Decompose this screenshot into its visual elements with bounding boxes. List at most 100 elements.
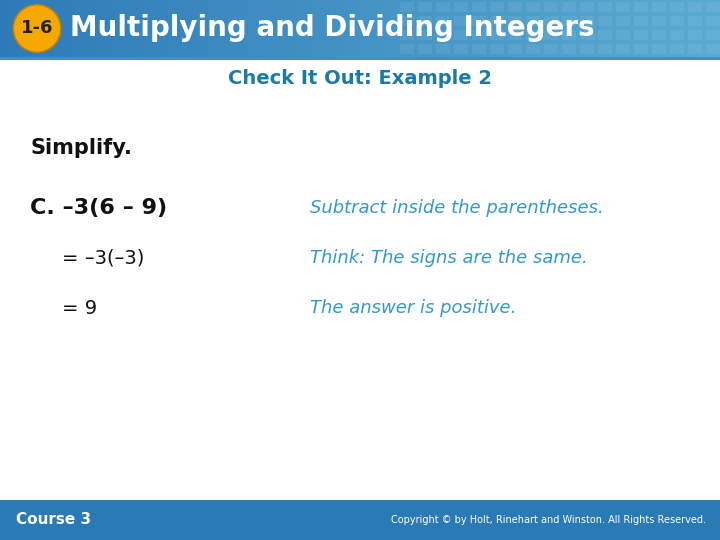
Bar <box>562 30 576 40</box>
Bar <box>580 30 594 40</box>
Bar <box>544 16 558 26</box>
Bar <box>108 0 115 57</box>
Bar <box>582 0 589 57</box>
Bar <box>580 44 594 54</box>
Bar <box>616 44 630 54</box>
Bar <box>300 0 307 57</box>
Bar <box>534 0 541 57</box>
Bar <box>436 16 450 26</box>
Bar <box>228 0 235 57</box>
Bar <box>528 0 535 57</box>
Bar <box>174 0 181 57</box>
Bar <box>544 30 558 40</box>
Bar <box>378 0 385 57</box>
Bar <box>360 0 367 57</box>
Bar <box>120 0 127 57</box>
Bar <box>0 57 720 60</box>
Bar <box>306 0 313 57</box>
Text: Check It Out: Example 2: Check It Out: Example 2 <box>228 69 492 87</box>
Bar <box>526 30 540 40</box>
Bar <box>634 30 648 40</box>
Bar <box>354 0 361 57</box>
Bar <box>66 0 73 57</box>
Bar <box>636 0 643 57</box>
Bar <box>634 16 648 26</box>
Bar <box>708 0 715 57</box>
Bar <box>598 30 612 40</box>
Bar <box>210 0 217 57</box>
Bar <box>42 0 49 57</box>
Bar <box>688 16 702 26</box>
Text: Multiplying and Dividing Integers: Multiplying and Dividing Integers <box>70 15 595 43</box>
Bar <box>418 2 432 12</box>
Text: The answer is positive.: The answer is positive. <box>310 299 516 317</box>
Bar <box>526 2 540 12</box>
Bar <box>402 0 409 57</box>
Bar <box>472 30 486 40</box>
Bar <box>348 0 355 57</box>
Bar <box>198 0 205 57</box>
Bar <box>526 44 540 54</box>
Bar <box>472 2 486 12</box>
Bar <box>270 0 277 57</box>
Bar <box>616 16 630 26</box>
Bar <box>418 16 432 26</box>
Bar <box>246 0 253 57</box>
Bar <box>690 0 697 57</box>
Bar <box>454 30 468 40</box>
Bar <box>634 44 648 54</box>
Bar <box>508 2 522 12</box>
Bar <box>372 0 379 57</box>
Bar <box>454 16 468 26</box>
Bar <box>508 16 522 26</box>
Bar <box>580 16 594 26</box>
Bar <box>688 30 702 40</box>
Bar <box>508 30 522 40</box>
Bar <box>400 2 414 12</box>
Bar <box>162 0 169 57</box>
Text: 1-6: 1-6 <box>21 19 53 37</box>
Bar <box>580 2 594 12</box>
Bar <box>652 16 666 26</box>
Bar <box>432 0 439 57</box>
Bar <box>598 44 612 54</box>
Bar <box>490 2 504 12</box>
Bar <box>472 44 486 54</box>
Bar <box>516 0 523 57</box>
Bar <box>400 16 414 26</box>
Bar <box>648 0 655 57</box>
Bar <box>490 16 504 26</box>
Bar <box>144 0 151 57</box>
Bar <box>652 2 666 12</box>
Bar <box>606 0 613 57</box>
Bar <box>642 0 649 57</box>
Bar <box>564 0 571 57</box>
Bar <box>598 2 612 12</box>
Text: Course 3: Course 3 <box>16 512 91 528</box>
Bar <box>670 44 684 54</box>
Bar <box>330 0 337 57</box>
Bar <box>12 0 19 57</box>
Bar <box>294 0 301 57</box>
Bar <box>18 0 25 57</box>
Text: C. –3(6 – 9): C. –3(6 – 9) <box>30 198 167 218</box>
Bar <box>276 0 283 57</box>
Bar <box>102 0 109 57</box>
Bar <box>670 16 684 26</box>
Bar <box>180 0 187 57</box>
Bar <box>390 0 397 57</box>
Bar <box>414 0 421 57</box>
Bar <box>342 0 349 57</box>
Bar <box>544 2 558 12</box>
Bar <box>600 0 607 57</box>
Bar <box>688 44 702 54</box>
Bar <box>544 44 558 54</box>
Bar <box>588 0 595 57</box>
Bar <box>252 0 259 57</box>
Bar <box>456 0 463 57</box>
Circle shape <box>14 5 60 51</box>
Bar <box>96 0 103 57</box>
Text: Simplify.: Simplify. <box>30 138 132 158</box>
Bar <box>396 0 403 57</box>
Bar <box>472 16 486 26</box>
